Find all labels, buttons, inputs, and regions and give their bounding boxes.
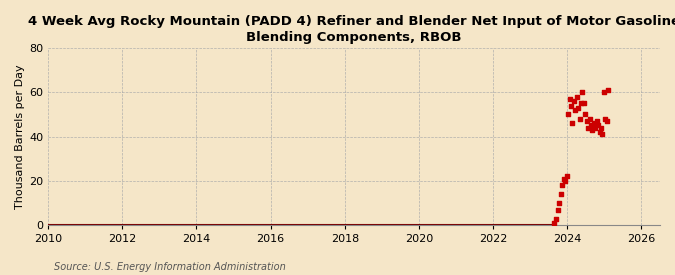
Point: [556, 192, 566, 196]
Point: [583, 125, 593, 130]
Text: Source: U.S. Energy Information Administration: Source: U.S. Energy Information Administ…: [54, 262, 286, 272]
Point: [554, 201, 564, 205]
Point: [576, 101, 587, 106]
Point: [563, 112, 574, 117]
Point: [588, 121, 599, 125]
Point: [568, 99, 579, 103]
Point: [593, 123, 603, 128]
Point: [567, 121, 578, 125]
Point: [584, 117, 595, 121]
Point: [590, 125, 601, 130]
Point: [576, 90, 587, 94]
Point: [595, 125, 606, 130]
Point: [564, 97, 575, 101]
Point: [599, 117, 610, 121]
Point: [561, 174, 572, 179]
Y-axis label: Thousand Barrels per Day: Thousand Barrels per Day: [15, 64, 25, 209]
Point: [572, 106, 583, 110]
Point: [549, 221, 560, 225]
Point: [553, 207, 564, 212]
Point: [551, 216, 562, 221]
Point: [585, 123, 596, 128]
Point: [603, 88, 614, 92]
Point: [601, 119, 612, 123]
Point: [570, 108, 580, 112]
Title: 4 Week Avg Rocky Mountain (PADD 4) Refiner and Blender Net Input of Motor Gasoli: 4 Week Avg Rocky Mountain (PADD 4) Refin…: [28, 15, 675, 44]
Point: [598, 90, 609, 94]
Point: [597, 132, 608, 137]
Point: [557, 183, 568, 188]
Point: [566, 103, 576, 108]
Point: [580, 112, 591, 117]
Point: [594, 130, 605, 134]
Point: [574, 117, 585, 121]
Point: [591, 119, 602, 123]
Point: [578, 101, 589, 106]
Point: [571, 95, 582, 99]
Point: [581, 119, 592, 123]
Point: [558, 177, 569, 181]
Point: [560, 179, 570, 183]
Point: [587, 128, 597, 132]
